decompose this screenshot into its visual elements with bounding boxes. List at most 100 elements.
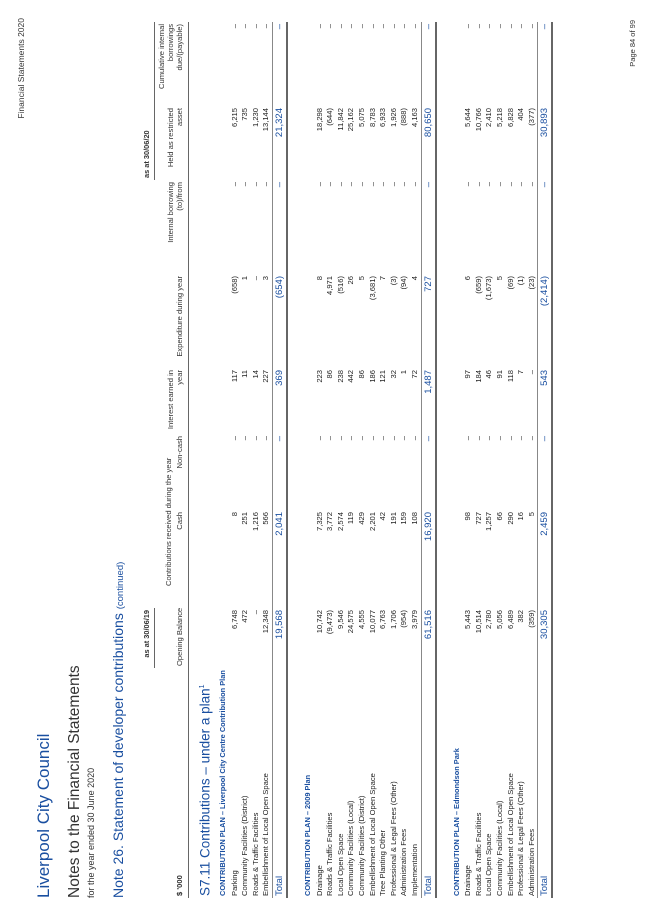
table-cell: – [367, 182, 377, 187]
total-cell: – [272, 434, 288, 510]
table-cell: (659) [473, 276, 483, 294]
table-cell: 32 [388, 370, 398, 379]
row-label: Administration Fees [526, 668, 538, 898]
total-cell: 21,324 [272, 106, 288, 180]
row-label: Roads & Traffic Facilities [473, 812, 483, 896]
row-label: Community Facilities (Local) [346, 800, 356, 896]
table-cell: 290 [505, 512, 515, 525]
col-cash: Contributions received during the year Ca… [154, 458, 189, 608]
table-cell: 6,489 [505, 610, 515, 630]
table-row: Drainage 10,742 7,325 – 223 8 – 18,298 – [315, 22, 326, 898]
section-title: S7.11 Contributions – under a plan1 [197, 684, 213, 896]
table-cell: 86 [357, 370, 367, 379]
table-cell: – [357, 436, 367, 441]
section-title-row: S7.11 Contributions – under a plan1 [188, 22, 213, 898]
table-cell: – [261, 180, 273, 274]
col-held-restricted: Held as restricted asset [154, 106, 189, 180]
table-cell: 14 [250, 370, 260, 379]
row-label: Administration Fees [399, 828, 409, 896]
table-cell: – [494, 23, 504, 29]
table-cell: – [250, 276, 260, 281]
table-cell: 13,144 [261, 106, 273, 180]
table-cell: – [314, 23, 324, 29]
table-cell: – [314, 182, 324, 187]
table-cell: (359) [526, 608, 538, 668]
table-cell: 10,077 [367, 610, 377, 634]
row-label: Tree Planting Other [378, 830, 388, 896]
row-label: Professional & Legal Fees (Other) [388, 781, 398, 896]
table-cell: – [516, 436, 526, 441]
total-label: Total [421, 668, 436, 898]
table-cell: – [240, 182, 250, 187]
table-cell: – [494, 182, 504, 187]
table-cell: – [526, 21, 538, 106]
document-title: Notes to the Financial Statements [66, 665, 83, 898]
col-internal-borrowing: Internal borrowing (to)/from [154, 180, 189, 274]
table-cell: (954) [399, 610, 409, 628]
table-cell: – [367, 23, 377, 29]
table-cell: 1,216 [250, 512, 260, 532]
table-cell: 727 [473, 512, 483, 525]
page-number: Page 84 of 99 [628, 20, 637, 67]
table-cell: (644) [325, 108, 335, 126]
table-cell: – [314, 436, 324, 441]
table-cell: – [250, 182, 260, 187]
total-cell: 2,459 [537, 510, 553, 608]
table-cell: – [229, 23, 239, 29]
table-cell: 2,201 [367, 512, 377, 532]
table-cell: 5,218 [494, 108, 504, 128]
total-cell: 80,650 [421, 106, 436, 180]
table-cell: 4,971 [325, 276, 335, 296]
table-cell: 66 [494, 512, 504, 521]
table-cell: 10,766 [473, 108, 483, 132]
table-cell: – [526, 434, 538, 510]
table-cell: 1 [399, 370, 409, 375]
table-cell: 8,783 [367, 108, 377, 128]
table-cell: 6,763 [378, 610, 388, 630]
table-cell: – [388, 23, 398, 29]
table-cell: – [463, 436, 473, 441]
table-cell: 10,742 [314, 610, 324, 634]
table-cell: – [505, 182, 515, 187]
col-interest: Interest earned in year [154, 368, 189, 434]
plan-title: CONTRIBUTION PLAN – Liverpool City Centr… [218, 670, 228, 896]
total-cell: – [421, 434, 436, 510]
table-cell: – [325, 182, 335, 187]
row-label: Drainage [463, 865, 473, 896]
table-row: Tree Planting Other 6,763 42 – 121 7 – 6,933 – [378, 22, 389, 898]
table-cell: (377) [526, 106, 538, 180]
total-cell: 19,568 [272, 608, 288, 668]
total-row: Total 19,568 2,041–369 (654) –21,324– [272, 21, 288, 898]
table-row: Embellishment of Local Open Space 12,348 5… [261, 21, 273, 898]
col-cumulative-borrowings: Cumulative internal borrowings due/(paya… [154, 21, 189, 106]
table-cell: 6,748 [229, 610, 239, 630]
table-cell: 227 [261, 368, 273, 434]
table-cell: 6 [463, 276, 473, 281]
table-row: Community Facilities (District) 472 251–11… [240, 22, 251, 898]
table-row: Drainage 5,443 98 – 97 6 – 5,644 – [463, 22, 474, 898]
table-cell: 4,163 [410, 106, 422, 180]
group-left-label: as at 30/06/19 [142, 608, 155, 668]
table-cell: – [399, 182, 409, 187]
row-label: Roads & Traffic Facilities [250, 812, 260, 896]
table-cell: 1 [240, 276, 250, 281]
table-cell: – [240, 436, 250, 441]
table-cell: 46 [484, 370, 494, 379]
row-label: Local Open Space [484, 833, 494, 896]
table-cell: 5,644 [463, 108, 473, 128]
table-cell: – [357, 23, 367, 29]
total-cell: – [272, 180, 288, 274]
table-row: Roads & Traffic Facilities 10,514 727 – 184 (… [474, 22, 485, 898]
table-cell: 11,842 [335, 108, 345, 131]
table-cell: 1,926 [388, 108, 398, 128]
table-cell: – [410, 434, 422, 510]
table-cell: 191 [388, 512, 398, 525]
table-cell: 12,348 [261, 608, 273, 668]
table-cell: 8 [229, 512, 239, 517]
table-cell: – [516, 23, 526, 29]
table-cell: 24,575 [346, 610, 356, 634]
note-title: Note 26. Statement of developer contribu… [110, 562, 126, 898]
table-cell: – [473, 436, 483, 441]
table-cell: – [526, 368, 538, 434]
